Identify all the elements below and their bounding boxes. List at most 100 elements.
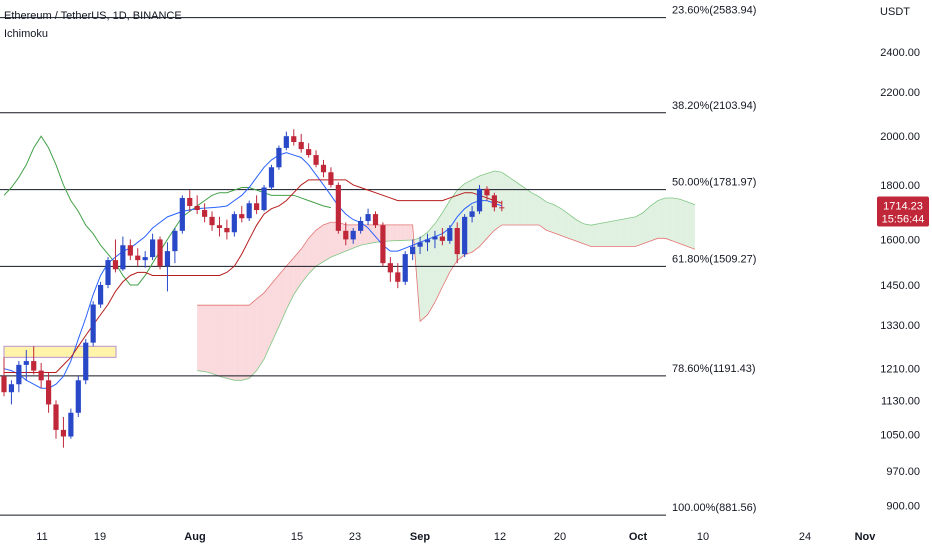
cloud-segment — [650, 200, 658, 242]
candle — [350, 227, 356, 244]
price-axis-label: 970.00 — [886, 466, 920, 478]
candle-body — [491, 195, 497, 208]
cloud-segment — [642, 205, 651, 244]
candle-body — [402, 254, 408, 282]
candle — [142, 251, 148, 268]
time-axis-label: Sep — [410, 531, 430, 543]
candle — [209, 211, 215, 231]
candle — [313, 150, 319, 168]
cloud-segment — [628, 216, 636, 247]
senkou-span-a — [197, 170, 696, 381]
candle-body — [38, 370, 44, 381]
price-axis-label: 1210.00 — [880, 364, 920, 376]
fib-label: 38.20%(2103.94) — [672, 100, 756, 112]
candle — [395, 263, 401, 289]
cloud-segment — [204, 305, 213, 374]
candle-body — [135, 255, 141, 261]
candle — [402, 251, 408, 285]
candle — [150, 233, 156, 261]
candle — [469, 205, 475, 223]
candle — [23, 349, 29, 381]
price-axis-label: 1130.00 — [881, 395, 920, 407]
cloud-segment — [249, 298, 257, 379]
candle — [8, 380, 15, 405]
fibonacci-levels: 23.60%(2583.94) 38.20%(2103.94) 50.00%(178… — [0, 5, 756, 516]
fib-label: 23.60%(2583.94) — [672, 5, 756, 17]
cloud-segment — [390, 224, 398, 241]
candle-body — [447, 227, 453, 241]
candle-body — [142, 257, 148, 261]
candle — [499, 200, 505, 212]
cloud-segment — [605, 221, 614, 247]
cloud-segment — [308, 230, 317, 274]
candle — [335, 182, 341, 234]
cloud-segment — [323, 222, 331, 262]
candle-body — [439, 236, 445, 241]
candle — [172, 227, 178, 264]
candle-body — [291, 136, 297, 143]
cloud-segment — [546, 201, 554, 233]
cloud-segment — [598, 222, 606, 247]
candle — [164, 242, 171, 292]
indicator-label[interactable]: Ichimoku — [4, 28, 49, 40]
candle-body — [23, 361, 29, 365]
candle-body — [372, 214, 379, 226]
price-axis-label: 1050.00 — [880, 429, 920, 441]
candle — [202, 203, 208, 223]
candle-body — [90, 304, 96, 343]
time-axis-label: Oct — [629, 531, 648, 543]
cloud-segment — [442, 200, 450, 287]
candle-body — [306, 149, 312, 156]
candle-body — [68, 412, 74, 437]
candle — [484, 186, 490, 201]
candle — [60, 416, 67, 448]
support-zone — [3, 345, 117, 358]
cloud-segment — [264, 283, 272, 360]
candle — [224, 219, 230, 240]
cloud-segment — [620, 218, 629, 247]
candle — [358, 216, 364, 234]
candle — [298, 133, 304, 153]
cloud-segment — [561, 208, 569, 239]
senkou-span-b — [197, 221, 696, 323]
candle-body — [462, 216, 468, 255]
cloud-segment — [405, 224, 413, 241]
time-axis-label: 19 — [94, 531, 106, 543]
time-axis: 11 19 Aug 15 23 Sep 12 20 Oct 10 24 Nov — [36, 531, 876, 543]
candle — [261, 184, 267, 212]
candle — [254, 195, 260, 215]
candle-body — [350, 230, 356, 240]
cloud-segment — [330, 222, 339, 258]
candle-body — [8, 384, 15, 393]
candle — [194, 195, 200, 215]
candle-body — [410, 246, 416, 255]
highlight-zone — [3, 345, 117, 358]
candle-body — [268, 167, 275, 188]
time-axis-label: 12 — [494, 531, 506, 543]
candle-body — [365, 214, 371, 222]
candle — [90, 301, 96, 347]
candle — [268, 164, 275, 191]
candle — [387, 257, 393, 282]
cloud-segment — [241, 305, 250, 381]
candle-body — [75, 380, 81, 413]
fib-label: 100.00%(881.56) — [672, 502, 756, 514]
time-axis-label: Aug — [184, 531, 205, 543]
candle-body — [216, 225, 223, 228]
candle-body — [127, 245, 133, 256]
cloud-segment — [657, 197, 666, 239]
cloud-segment — [531, 192, 539, 225]
candle-body — [246, 203, 252, 219]
price-axis-label: 1330.00 — [880, 320, 920, 332]
cloud-segment — [687, 201, 695, 250]
candle — [380, 222, 386, 267]
candle-body — [209, 216, 215, 226]
candle — [476, 184, 483, 215]
time-axis-label: 11 — [36, 531, 47, 543]
cloud-segment — [256, 292, 265, 371]
time-axis-label: 24 — [799, 531, 811, 543]
candle — [187, 190, 193, 212]
cloud-segment — [583, 223, 591, 247]
